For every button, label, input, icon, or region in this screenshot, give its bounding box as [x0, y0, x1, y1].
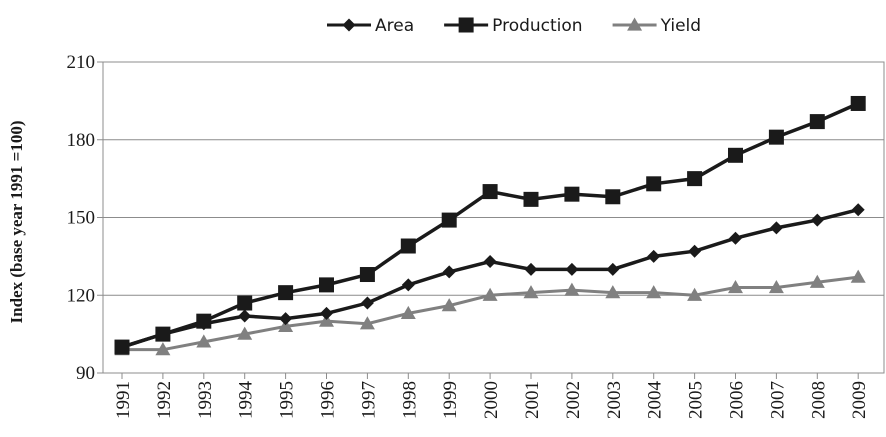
data-point-area: [442, 265, 456, 279]
data-point-area: [851, 203, 865, 217]
data-point-area: [729, 231, 742, 245]
data-point-yield: [564, 282, 580, 296]
data-point-yield: [482, 287, 498, 301]
data-point-area: [688, 244, 702, 258]
data-point-production: [728, 147, 743, 163]
data-point-yield: [523, 285, 539, 299]
data-point-area: [647, 249, 661, 263]
data-point-yield: [605, 285, 621, 299]
x-tick-label: 1992: [154, 381, 175, 419]
data-point-production: [196, 313, 212, 329]
data-point-production: [237, 295, 253, 311]
data-point-area: [524, 262, 538, 276]
legend-marker-yield: [627, 17, 643, 31]
data-point-production: [809, 114, 825, 130]
data-point-area: [360, 296, 374, 310]
y-axis-title: Index (base year 1991 =100): [7, 121, 26, 324]
data-point-production: [441, 212, 457, 228]
x-tick-label: 1996: [318, 381, 339, 419]
y-tick-label: 120: [67, 285, 96, 306]
legend-item-production: Production: [444, 16, 583, 36]
data-point-yield: [155, 342, 171, 356]
y-tick-labels: 90 120 150 180 210: [67, 52, 96, 384]
grid-lines: [103, 61, 884, 374]
series-area: [115, 203, 865, 354]
data-point-area: [483, 255, 497, 269]
data-point-production: [278, 285, 294, 301]
data-point-production: [359, 267, 375, 283]
data-point-yield: [441, 298, 457, 312]
x-tick-label: 2007: [767, 381, 788, 419]
x-tick-label: 2006: [727, 381, 748, 419]
data-point-yield: [809, 274, 825, 288]
axes: [97, 61, 885, 379]
y-tick-label: 90: [76, 363, 95, 384]
y-tick-label: 150: [67, 208, 96, 229]
x-tick-label: 2000: [481, 381, 502, 419]
data-point-yield: [359, 316, 375, 330]
data-point-production: [564, 186, 580, 202]
data-point-area: [606, 262, 620, 276]
data-point-production: [687, 171, 703, 187]
data-point-production: [155, 326, 171, 342]
data-point-yield: [196, 334, 212, 348]
data-point-yield: [728, 279, 743, 294]
y-tick-label: 180: [67, 130, 96, 151]
data-point-production: [605, 189, 621, 205]
data-point-yield: [278, 318, 294, 332]
data-point-production: [400, 238, 416, 254]
x-tick-label: 1997: [358, 381, 379, 419]
x-tick-label: 2002: [563, 381, 584, 419]
x-tick-label: 1995: [277, 381, 298, 419]
data-point-area: [810, 213, 824, 227]
data-point-yield: [237, 326, 253, 340]
data-point-yield: [768, 279, 784, 294]
legend-item-yield: Yield: [612, 16, 701, 36]
data-point-area: [238, 309, 252, 323]
series-production: [114, 95, 866, 355]
data-point-yield: [319, 313, 334, 327]
data-point-production: [523, 191, 539, 207]
data-point-area: [320, 306, 333, 320]
series-line-area: [121, 208, 859, 349]
legend-item-area: Area: [327, 16, 414, 36]
data-point-area: [565, 262, 579, 276]
data-point-production: [482, 184, 498, 200]
data-point-area: [769, 221, 783, 235]
data-point-yield: [687, 287, 703, 301]
legend-label-area: Area: [375, 16, 414, 36]
x-tick-label: 2005: [686, 381, 707, 419]
data-point-production: [768, 129, 784, 145]
legend: Area Production Yield: [327, 16, 701, 36]
legend-marker-area: [342, 18, 356, 32]
x-tick-label: 2009: [849, 381, 870, 419]
x-tick-label: 2003: [604, 381, 625, 419]
x-tick-label: 1993: [195, 381, 216, 419]
data-point-area: [279, 312, 293, 326]
legend-label-yield: Yield: [660, 16, 701, 36]
series-yield: [114, 269, 866, 356]
data-point-yield: [646, 285, 662, 299]
data-point-area: [401, 278, 415, 292]
x-tick-label: 1991: [113, 381, 134, 419]
data-point-production: [646, 176, 662, 192]
data-point-yield: [850, 269, 866, 283]
data-point-production: [114, 339, 130, 355]
x-tick-labels: 1991 1992 1993 1994 1995 1996 1997 1998 1999 2000…: [113, 381, 870, 420]
data-point-production: [850, 95, 866, 111]
x-tick-label: 2008: [808, 381, 829, 419]
series-group: [114, 95, 866, 356]
data-point-yield: [400, 305, 416, 320]
x-tick-label: 1999: [440, 381, 461, 419]
y-tick-label: 210: [67, 52, 96, 73]
legend-marker-production: [458, 17, 474, 33]
x-tick-label: 1994: [236, 381, 257, 420]
x-tick-label: 1998: [399, 381, 420, 419]
legend-label-production: Production: [492, 16, 582, 36]
x-tick-label: 2001: [522, 381, 543, 419]
data-point-production: [319, 277, 334, 293]
x-tick-label: 2004: [645, 381, 666, 420]
